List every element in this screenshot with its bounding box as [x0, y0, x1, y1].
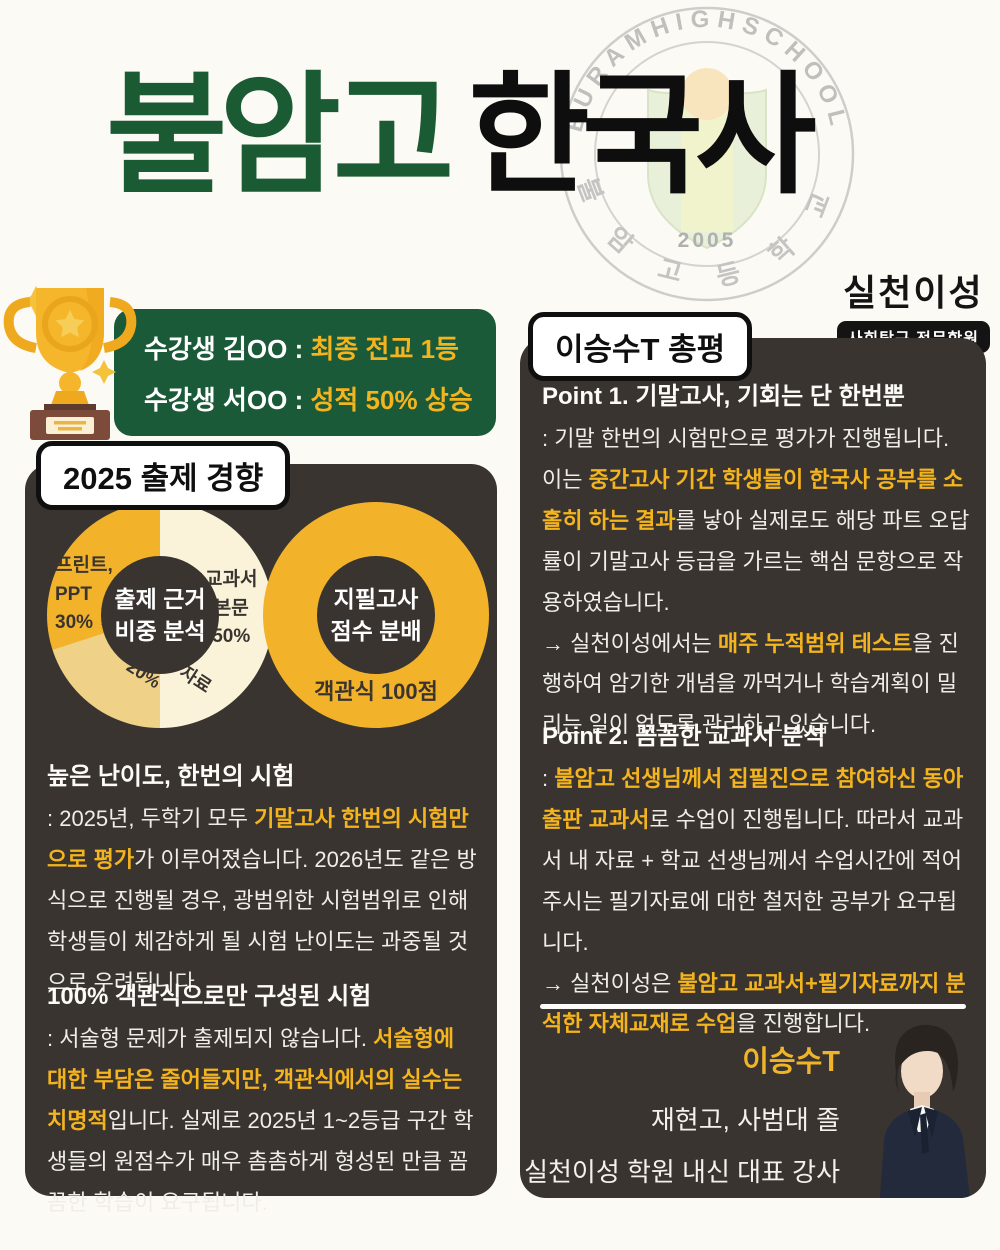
section-heading: 높은 난이도, 한번의 시험 [47, 763, 295, 790]
subject-name: 한국사 [468, 62, 816, 209]
donut1-label-ppt: 프린트, PPT 30% [55, 555, 113, 633]
emblem-shield-center [681, 98, 733, 232]
section-body: : 2025년, 두학기 모두 기말고사 한번의 시험만으로 평가가 이루어졌습… [47, 806, 477, 995]
school-name: 불암고 [106, 62, 454, 209]
main-title: 불암고 한국사 [106, 60, 817, 212]
results-badge: 수강생 김OO : 최종 전교 1등 수강생 서OO : 성적 50% 상승 [114, 309, 496, 436]
brand-logo: 실천이성 [843, 272, 984, 313]
right-section-badge: 이승수T 총평 [528, 312, 753, 381]
point-body: : 불암고 선생님께서 집필진으로 참여하신 동아 출판 교과서로 수업이 진행… [542, 766, 966, 1037]
donut2-note: 객관식 100점 [314, 679, 438, 704]
instructor-credential-1: 재현고, 사범대 졸 [650, 1105, 840, 1135]
point-1: Point 1. 기말고사, 기회는 단 한번뿐 : 기말 한번의 시험만으로 … [542, 376, 972, 746]
right-panel: Point 1. 기말고사, 기회는 단 한번뿐 : 기말 한번의 시험만으로 … [520, 338, 986, 1198]
point-body: : 기말 한번의 시험만으로 평가가 진행됩니다. 이는 중간고사 기간 학생들… [542, 426, 970, 738]
point-heading: Point 2. 꼼꼼한 교과서 분석 [542, 723, 826, 750]
donut-chart-exam-sources: 프린트, PPT 30% 교과서 본문 50% 교과서 탐구 자료 20% 출제… [47, 502, 273, 728]
donut2-center: 지필고사 점수 분배 [317, 556, 435, 674]
school-emblem-watermark: BURAMHIGHSCHOOL 불 암 고 등 학 교 2005 [559, 6, 855, 302]
result-line-1: 수강생 김OO : 최종 전교 1등 [144, 333, 459, 364]
instructor-name: 이승수T [742, 1046, 840, 1078]
donut-chart-score-distribution: 지필고사 점수 분배 객관식 100점 [263, 502, 489, 728]
trophy-icon [3, 286, 137, 440]
donut2-center-label: 지필고사 점수 분배 [330, 585, 422, 644]
instructor-credential-2: 실천이성 학원 내신 대표 강사 [524, 1157, 840, 1187]
emblem-sun [681, 68, 733, 120]
section-heading: 100% 객관식으로만 구성된 시험 [47, 983, 372, 1010]
section-body: : 서술형 문제가 출제되지 않습니다. 서술형에 대한 부담은 줄어들지만, … [47, 1026, 474, 1215]
left-section-badge: 2025 출제 경향 [36, 441, 291, 510]
result-line-2: 수강생 서OO : 성적 50% 상승 [144, 384, 473, 415]
donut1-label-textbook: 교과서 본문 50% [205, 569, 258, 647]
left-panel: 프린트, PPT 30% 교과서 본문 50% 교과서 탐구 자료 20% 출제… [25, 464, 497, 1215]
instructor-photo [880, 1024, 970, 1198]
donut1-center: 출제 근거 비중 분석 [101, 556, 219, 674]
point-2: Point 2. 꼼꼼한 교과서 분석 : 불암고 선생님께서 집필진으로 참여… [542, 716, 972, 1045]
point-heading: Point 1. 기말고사, 기회는 단 한번뿐 [542, 383, 905, 410]
divider [540, 1004, 966, 1009]
emblem-year: 2005 [678, 229, 737, 252]
donut1-center-label: 출제 근거 비중 분석 [114, 585, 206, 644]
left-section-1: 높은 난이도, 한번의 시험 : 2025년, 두학기 모두 기말고사 한번의 … [47, 756, 477, 1004]
left-section-2: 100% 객관식으로만 구성된 시험 : 서술형 문제가 출제되지 않습니다. … [47, 976, 477, 1224]
